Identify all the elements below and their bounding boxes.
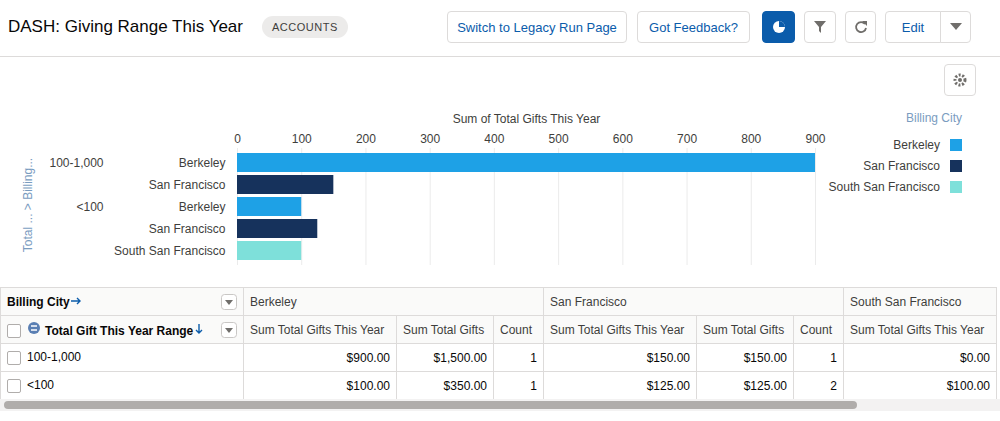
svg-text:<100: <100 [76,200,103,214]
html-text:2: 2 [830,378,837,393]
html-text:Total Gift This Year Range: Total Gift This Year Range [45,323,194,338]
svg-text:Sum of Total Gifts This Year: Sum of Total Gifts This Year [453,112,601,126]
html-text:Count: Count [500,322,532,337]
html-text:<100: <100 [27,378,54,393]
html-text:$1,500.00: $1,500.00 [433,350,487,365]
svg-text:0: 0 [234,132,241,146]
html-text:1: 1 [530,378,537,393]
html-text:$150.00: $150.00 [646,350,690,365]
html-text:Billing City: Billing City [906,111,962,125]
svg-text:900: 900 [805,132,825,146]
html-text:$150.00: $150.00 [743,350,787,365]
html-text:$125.00: $125.00 [646,378,690,393]
html-text:Got Feedback?: Got Feedback? [649,19,738,35]
svg-text:700: 700 [677,132,697,146]
html-text:Total ... > Billing...: Total ... > Billing... [21,157,35,253]
html-text:$100.00: $100.00 [346,378,390,393]
svg-text:200: 200 [356,132,376,146]
html-text:Sum Total Gifts This Year: Sum Total Gifts This Year [550,322,685,337]
html-text:Sum Total Gifts: Sum Total Gifts [403,322,485,337]
html-text:100-1,000: 100-1,000 [27,350,81,365]
svg-text:100-1,000: 100-1,000 [49,156,103,170]
html-text:Sum Total Gifts: Sum Total Gifts [703,322,785,337]
svg-text:300: 300 [420,132,440,146]
html-text:$125.00: $125.00 [743,378,787,393]
svg-text:600: 600 [613,132,633,146]
html-text:Berkeley: Berkeley [250,294,297,309]
html-text:South San Francisco: South San Francisco [828,179,940,194]
svg-text:400: 400 [484,132,504,146]
html-text:Switch to Legacy Run Page: Switch to Legacy Run Page [457,19,617,35]
svg-text:800: 800 [741,132,761,146]
html-text:ACCOUNTS: ACCOUNTS [272,21,338,33]
html-text:Count: Count [800,322,832,337]
html-text:Sum Total Gifts This Year: Sum Total Gifts This Year [850,322,985,337]
svg-text:San Francisco: San Francisco [149,178,226,192]
svg-text:Berkeley: Berkeley [179,200,226,214]
html-text:Edit: Edit [901,19,925,35]
svg-text:San Francisco: San Francisco [149,222,226,236]
html-text:San Francisco: San Francisco [550,294,627,309]
html-text:$0.00: $0.00 [960,350,990,365]
html-text:San Francisco: San Francisco [863,158,940,173]
svg-text:Berkeley: Berkeley [179,156,226,170]
html-text:Billing City: Billing City [7,294,70,309]
html-text:1: 1 [530,350,537,365]
html-text:$350.00: $350.00 [443,378,487,393]
html-text:DASH: Giving Range This Year: DASH: Giving Range This Year [8,17,243,36]
html-text:South San Francisco: South San Francisco [850,294,962,309]
html-text:$100.00: $100.00 [946,378,990,393]
html-text:1: 1 [830,350,837,365]
svg-text:100: 100 [292,132,312,146]
html-text:$900.00: $900.00 [346,350,390,365]
html-text:Berkeley: Berkeley [893,137,940,152]
svg-text:South San Francisco: South San Francisco [114,244,226,258]
svg-text:500: 500 [549,132,569,146]
html-text:Sum Total Gifts This Year: Sum Total Gifts This Year [250,322,385,337]
